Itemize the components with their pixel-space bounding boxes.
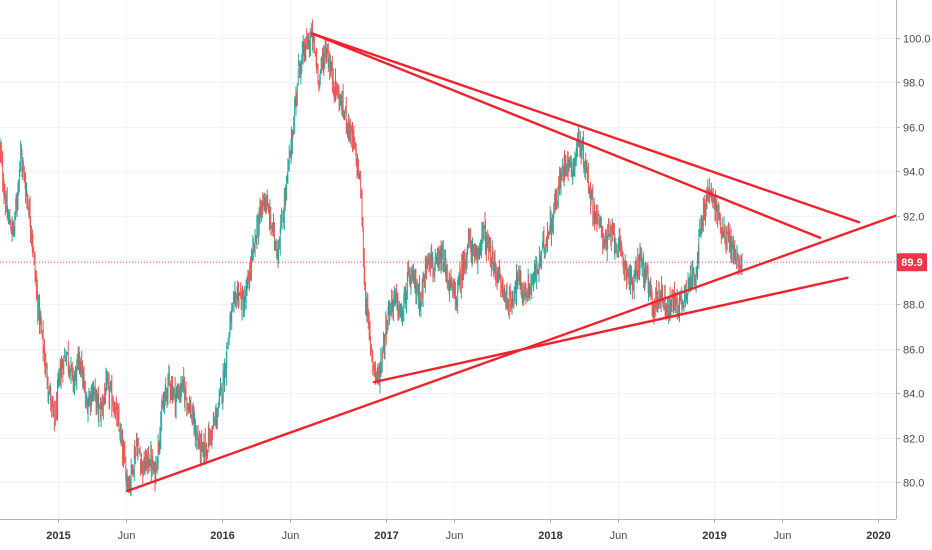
grid-lines (0, 0, 896, 519)
x-tick-label: Jun (774, 530, 792, 542)
last-price-label: 89.9 (901, 257, 922, 269)
last-price-badge-bg (897, 253, 927, 272)
y-tick-label: 100.0 (903, 34, 931, 46)
price-bars (0, 19, 743, 497)
x-tick-label: 2018 (538, 530, 562, 542)
trendline-3[interactable] (126, 214, 898, 493)
trendlines[interactable] (126, 32, 898, 493)
x-tick-label: 2016 (210, 530, 234, 542)
x-tick-label: Jun (610, 530, 628, 542)
x-tick-label: Jun (282, 530, 300, 542)
y-tick-label: 92.0 (903, 212, 924, 224)
trendline-2[interactable] (310, 32, 822, 240)
trendline-1[interactable] (310, 32, 861, 224)
y-tick-label: 82.0 (903, 434, 924, 446)
y-tick-label: 84.0 (903, 389, 924, 401)
y-tick-label: 86.0 (903, 345, 924, 357)
trendline-4[interactable] (372, 276, 849, 384)
y-tick-label: 88.0 (903, 300, 924, 312)
y-tick-label: 98.0 (903, 78, 924, 90)
plot-background (0, 0, 896, 519)
x-tick-label: Jun (446, 530, 464, 542)
x-tick-label: 2019 (702, 530, 726, 542)
x-tick-label: 2015 (46, 530, 70, 542)
y-tick-label: 80.0 (903, 478, 924, 490)
time-axis[interactable]: 2015 Jun 2016 Jun 2017 Jun 2018 Jun 2019 Jun 2020 (46, 519, 891, 542)
y-tick-label: 96.0 (903, 123, 924, 135)
y-tick-label: 94.0 (903, 167, 924, 179)
x-tick-label: 2017 (374, 530, 398, 542)
last-price-badge: 89.9 (897, 253, 927, 272)
x-tick-label: 2020 (866, 530, 890, 542)
x-tick-label: Jun (118, 530, 136, 542)
